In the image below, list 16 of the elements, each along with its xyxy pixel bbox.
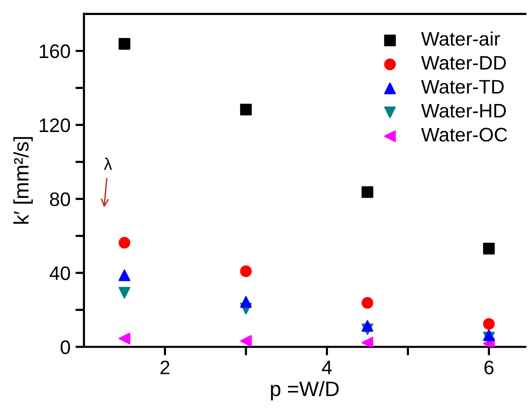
- y-tick-label: 40: [50, 266, 70, 280]
- y-tick-label: 120: [40, 118, 70, 132]
- y-tick-label: 0: [60, 340, 70, 354]
- legend-label: Water-OC: [421, 128, 508, 142]
- x-tick-label: 2: [160, 360, 170, 374]
- x-tick-label: 6: [484, 360, 494, 374]
- annotation: λ: [104, 158, 112, 170]
- legend-label: Water-HD: [421, 104, 506, 118]
- y-tick-label: 160: [40, 44, 70, 58]
- x-tick-label: 4: [322, 360, 332, 374]
- legend-label: Water-DD: [421, 56, 506, 70]
- y-axis-title: k′ [mm²/s]: [13, 137, 33, 224]
- legend-label: Water-air: [421, 31, 500, 46]
- x-axis-title: p =W/D: [270, 380, 339, 400]
- legend-label: Water-TD: [421, 80, 504, 94]
- y-tick-label: 80: [50, 192, 70, 206]
